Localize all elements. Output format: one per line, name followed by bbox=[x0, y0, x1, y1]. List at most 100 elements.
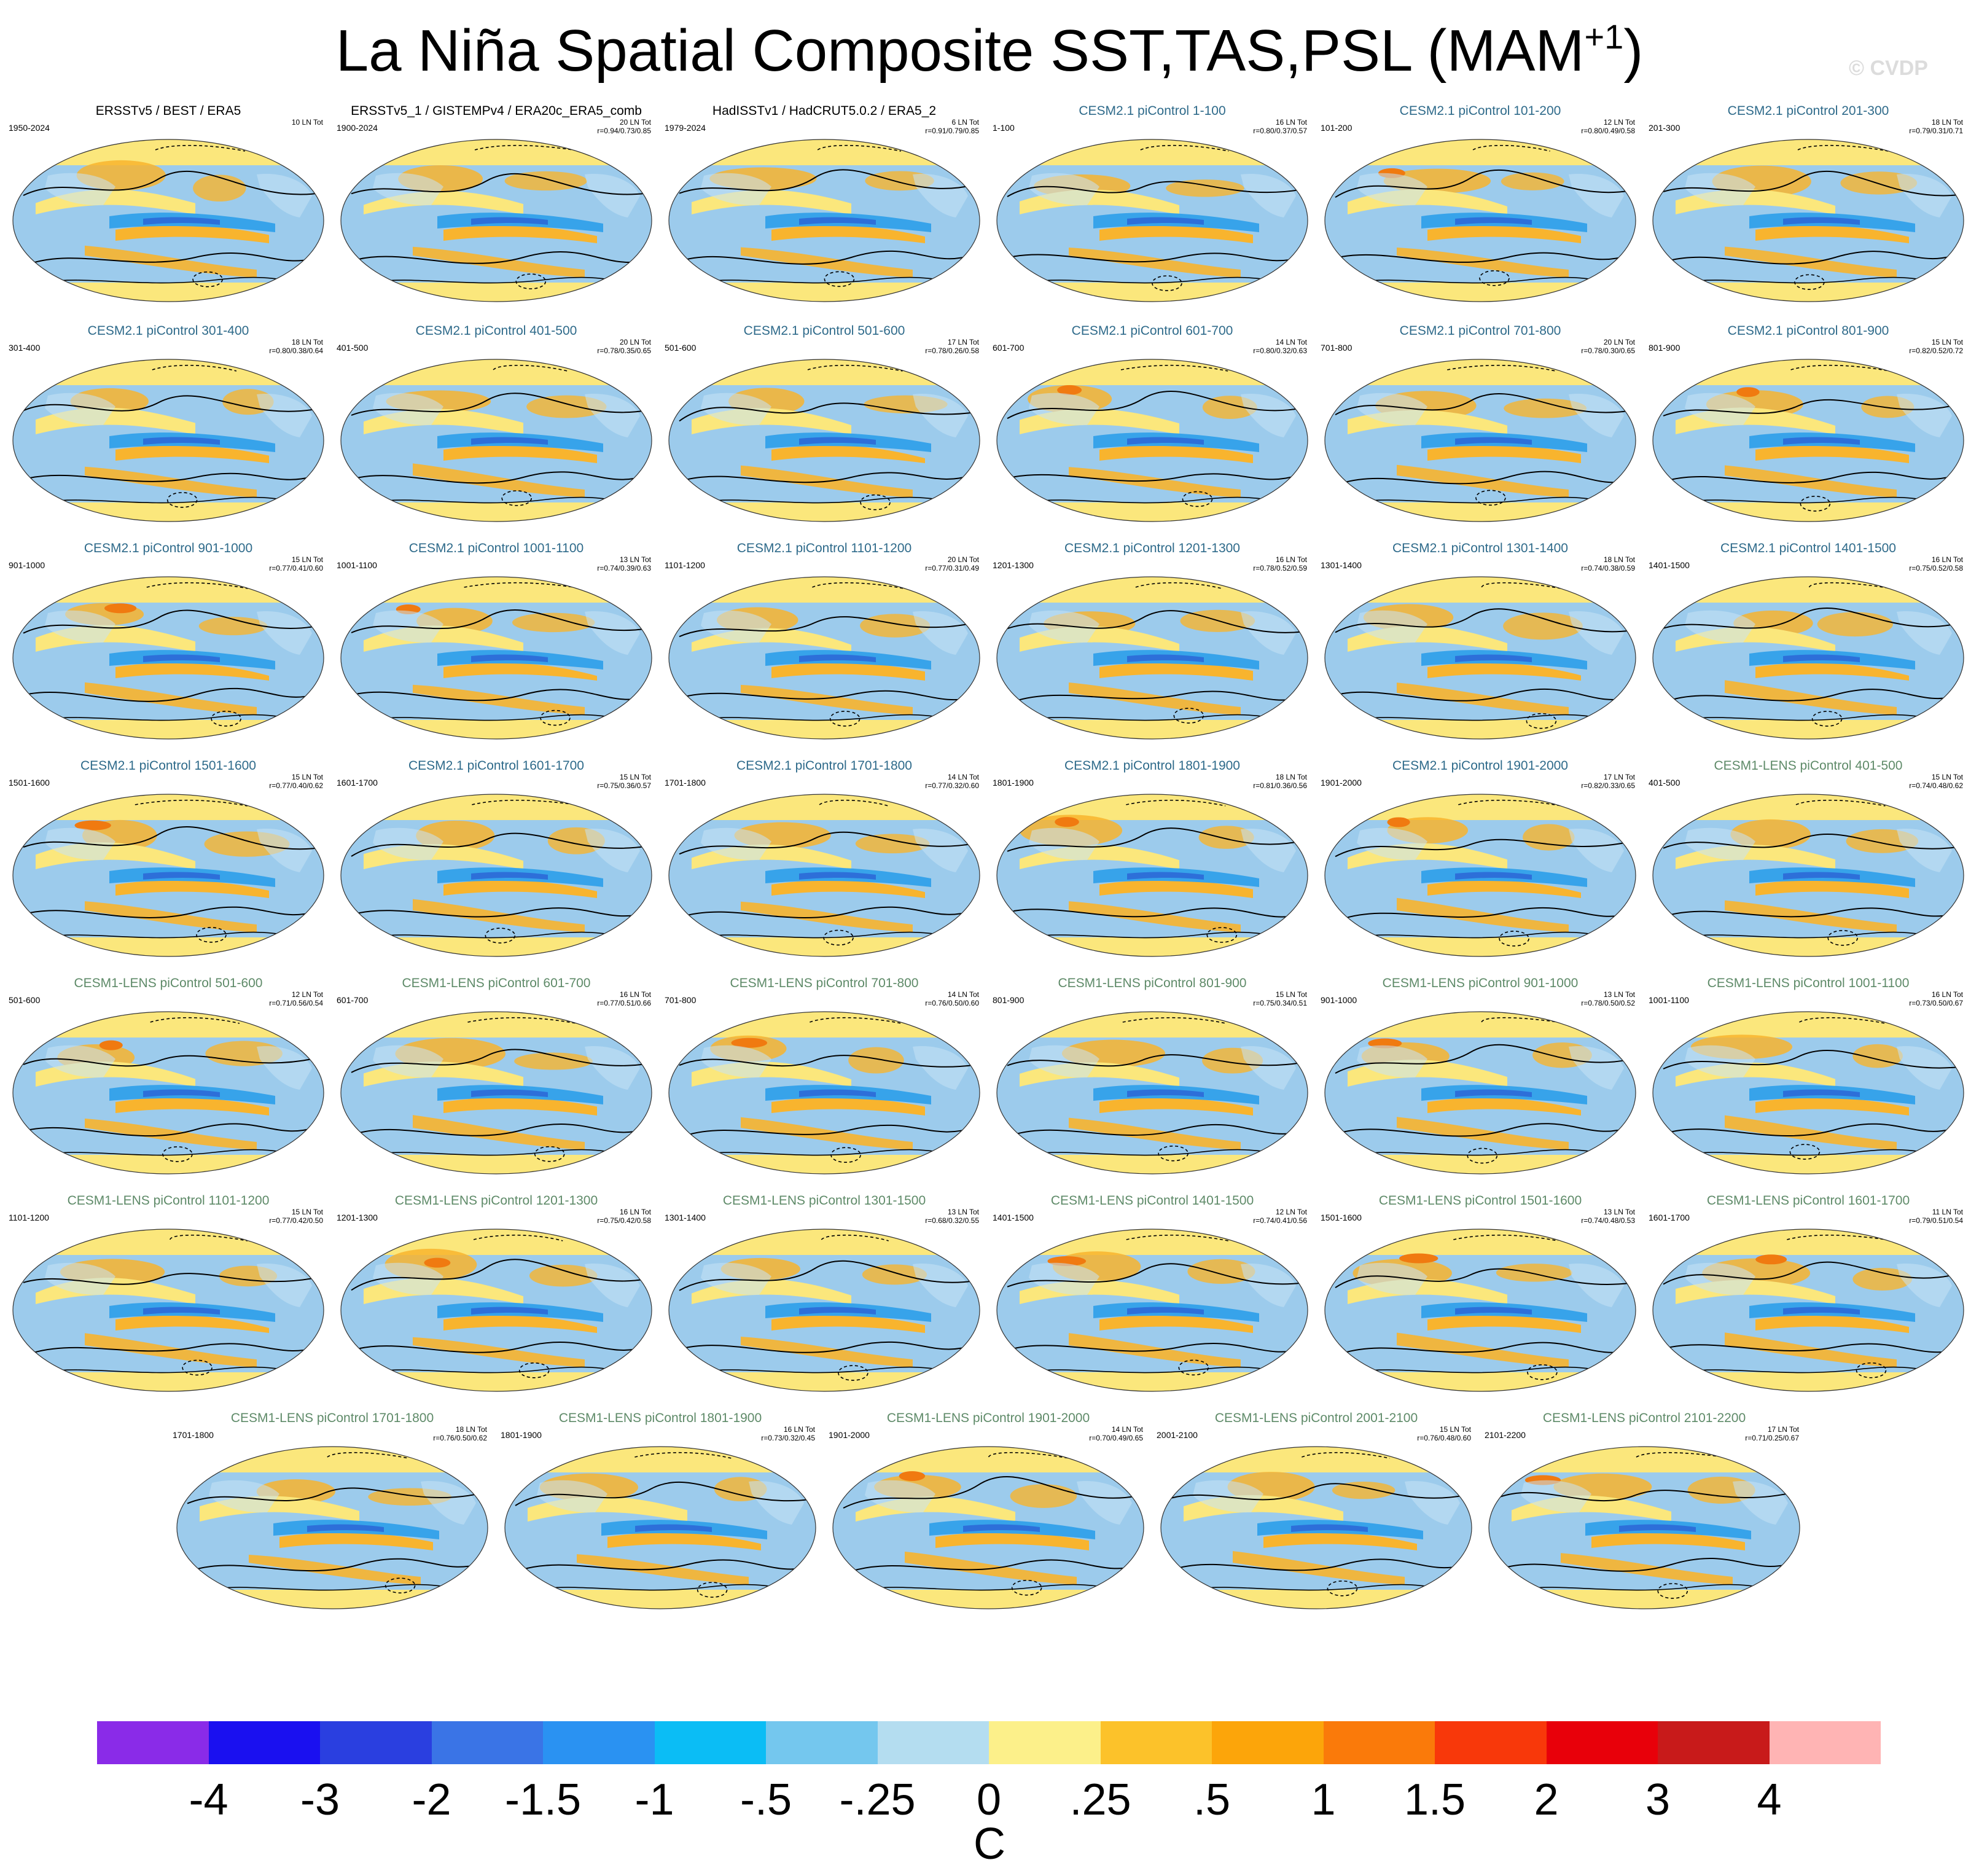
colorbar-swatch bbox=[320, 1721, 432, 1764]
event-count: 17 LN Tot bbox=[947, 338, 979, 346]
colorbar-tick-label: -.25 bbox=[839, 1775, 916, 1824]
panel-stats: 11 LN Tot r=0.79/0.51/0.54 bbox=[1909, 1208, 1963, 1225]
panel-stats: 15 LN Tot r=0.75/0.34/0.51 bbox=[1253, 990, 1307, 1007]
panel-period: 1950-2024 bbox=[9, 123, 50, 133]
panel-period: 601-700 bbox=[337, 995, 369, 1005]
event-count: 18 LN Tot bbox=[455, 1425, 487, 1434]
panel-title: CESM1-LENS piControl 901-1000 bbox=[1382, 976, 1579, 990]
panel-period: 1601-1700 bbox=[337, 778, 378, 788]
pattern-correlation: r=0.80/0.49/0.58 bbox=[1581, 127, 1635, 135]
colorbar-swatch bbox=[1435, 1721, 1547, 1764]
panel-title: CESM1-LENS piControl 601-700 bbox=[402, 976, 591, 990]
event-count: 15 LN Tot bbox=[1931, 773, 1963, 781]
map-panel: CESM2.1 piControl 1501-1600 1501-1600 15… bbox=[6, 758, 330, 964]
event-count: 14 LN Tot bbox=[1275, 338, 1307, 346]
colorbar-swatch bbox=[431, 1721, 543, 1764]
panel-stats: 13 LN Tot r=0.74/0.39/0.63 bbox=[597, 555, 651, 573]
panel-stats: 16 LN Tot r=0.73/0.32/0.45 bbox=[761, 1425, 815, 1442]
panel-stats: 13 LN Tot r=0.78/0.50/0.52 bbox=[1581, 990, 1635, 1007]
map-panel: CESM1-LENS piControl 801-900 801-900 15 … bbox=[990, 975, 1314, 1181]
colorbar-tick-label: -1.5 bbox=[504, 1775, 582, 1824]
map-panel: HadISSTv1 / HadCRUT5.0.2 / ERA5_2 1979-2… bbox=[662, 103, 986, 309]
panel-stats: 16 LN Tot r=0.75/0.52/0.58 bbox=[1909, 555, 1963, 573]
map-panel: CESM1-LENS piControl 1501-1600 1501-1600… bbox=[1318, 1193, 1642, 1399]
pattern-correlation: r=0.74/0.38/0.59 bbox=[1581, 564, 1635, 573]
panel-title: CESM2.1 piControl 901-1000 bbox=[84, 541, 253, 555]
pattern-correlation: r=0.75/0.52/0.58 bbox=[1909, 564, 1963, 573]
pattern-correlation: r=0.91/0.79/0.85 bbox=[925, 127, 979, 135]
panel-period: 501-600 bbox=[9, 995, 41, 1005]
cvdp-watermark: © CVDP bbox=[1849, 57, 1928, 80]
map-panel: CESM2.1 piControl 1-100 1-100 16 LN Tot … bbox=[990, 103, 1314, 309]
panel-period: 1001-1100 bbox=[337, 560, 377, 570]
panel-stats: 14 LN Tot r=0.70/0.49/0.65 bbox=[1089, 1425, 1143, 1442]
map-panel: CESM1-LENS piControl 1601-1700 1601-1700… bbox=[1646, 1193, 1970, 1399]
panel-period: 1301-1400 bbox=[665, 1213, 706, 1222]
event-count: 14 LN Tot bbox=[947, 773, 979, 781]
panel-title: CESM1-LENS piControl 1601-1700 bbox=[1706, 1194, 1910, 1208]
panel-period: 1201-1300 bbox=[337, 1213, 378, 1222]
panel-stats: 12 LN Tot r=0.74/0.41/0.56 bbox=[1253, 1208, 1307, 1225]
panel-title: CESM2.1 piControl 801-900 bbox=[1727, 324, 1889, 338]
map-panel: CESM1-LENS piControl 601-700 601-700 16 … bbox=[334, 975, 658, 1181]
pattern-correlation: r=0.81/0.36/0.56 bbox=[1253, 781, 1307, 790]
map-panel: CESM2.1 piControl 401-500 401-500 20 LN … bbox=[334, 323, 658, 529]
colorbar-tick-label: 2 bbox=[1534, 1775, 1559, 1824]
panel-stats: 16 LN Tot r=0.75/0.42/0.58 bbox=[597, 1208, 651, 1225]
panel-stats: 14 LN Tot r=0.76/0.50/0.60 bbox=[925, 990, 979, 1007]
pattern-correlation: r=0.77/0.42/0.50 bbox=[269, 1216, 323, 1225]
event-count: 15 LN Tot bbox=[1275, 990, 1307, 999]
pattern-correlation: r=0.76/0.50/0.62 bbox=[433, 1434, 487, 1442]
panel-title: CESM1-LENS piControl 2101-2200 bbox=[1542, 1411, 1746, 1425]
panel-period: 901-1000 bbox=[1321, 995, 1357, 1005]
colorbar-swatch bbox=[877, 1721, 989, 1764]
colorbar bbox=[97, 1721, 1881, 1764]
panel-period: 1501-1600 bbox=[9, 778, 50, 788]
panel-stats: 18 LN Tot r=0.81/0.36/0.56 bbox=[1253, 773, 1307, 790]
colorbar-tick-label: 4 bbox=[1757, 1775, 1782, 1824]
panel-stats: 16 LN Tot r=0.78/0.52/0.59 bbox=[1253, 555, 1307, 573]
panel-title: CESM2.1 piControl 1801-1900 bbox=[1064, 759, 1240, 773]
map-panel: CESM2.1 piControl 701-800 701-800 20 LN … bbox=[1318, 323, 1642, 529]
pattern-correlation: r=0.75/0.36/0.57 bbox=[597, 781, 651, 790]
colorbar-swatch bbox=[1658, 1721, 1770, 1764]
pattern-correlation: r=0.70/0.49/0.65 bbox=[1089, 1434, 1143, 1442]
pattern-correlation: r=0.79/0.31/0.71 bbox=[1909, 127, 1963, 135]
pattern-correlation: r=0.71/0.56/0.54 bbox=[269, 999, 323, 1007]
panel-period: 1801-1900 bbox=[993, 778, 1034, 788]
panel-title: CESM2.1 piControl 1701-1800 bbox=[736, 759, 912, 773]
map-panel: CESM2.1 piControl 1701-1800 1701-1800 14… bbox=[662, 758, 986, 964]
map-panel: CESM2.1 piControl 901-1000 901-1000 15 L… bbox=[6, 541, 330, 746]
panel-title: CESM1-LENS piControl 401-500 bbox=[1714, 759, 1903, 773]
panel-stats: 18 LN Tot r=0.76/0.50/0.62 bbox=[433, 1425, 487, 1442]
panel-period: 2101-2200 bbox=[1485, 1430, 1526, 1440]
panel-stats: 15 LN Tot r=0.77/0.41/0.60 bbox=[269, 555, 323, 573]
panel-stats: 20 LN Tot r=0.94/0.73/0.85 bbox=[597, 118, 651, 135]
pattern-correlation: r=0.78/0.52/0.59 bbox=[1253, 564, 1307, 573]
colorbar-tick-label: .5 bbox=[1193, 1775, 1231, 1824]
colorbar-tick-label: 3 bbox=[1645, 1775, 1671, 1824]
panel-period: 1979-2024 bbox=[665, 123, 706, 133]
pattern-correlation: r=0.94/0.73/0.85 bbox=[597, 127, 651, 135]
map-panel: CESM1-LENS piControl 901-1000 901-1000 1… bbox=[1318, 975, 1642, 1181]
event-count: 14 LN Tot bbox=[947, 990, 979, 999]
panel-period: 1101-1200 bbox=[665, 560, 705, 570]
panel-period: 1701-1800 bbox=[173, 1430, 214, 1440]
panel-stats: 15 LN Tot r=0.77/0.42/0.50 bbox=[269, 1208, 323, 1225]
panel-title: CESM2.1 piControl 501-600 bbox=[743, 324, 905, 338]
colorbar-tick-label: -2 bbox=[412, 1775, 451, 1824]
event-count: 18 LN Tot bbox=[1931, 118, 1963, 127]
pattern-correlation: r=0.76/0.48/0.60 bbox=[1417, 1434, 1471, 1442]
map-panel: CESM2.1 piControl 1301-1400 1301-1400 18… bbox=[1318, 541, 1642, 746]
pattern-correlation: r=0.77/0.32/0.60 bbox=[925, 781, 979, 790]
colorbar-tick-label: 1 bbox=[1311, 1775, 1336, 1824]
event-count: 17 LN Tot bbox=[1767, 1425, 1799, 1434]
colorbar-tick-label: -4 bbox=[189, 1775, 228, 1824]
colorbar-tick-label: -1 bbox=[634, 1775, 674, 1824]
pattern-correlation: r=0.68/0.32/0.55 bbox=[925, 1216, 979, 1225]
colorbar-tick-label: .25 bbox=[1069, 1775, 1131, 1824]
panel-title: CESM2.1 piControl 301-400 bbox=[87, 324, 249, 338]
panel-title: CESM1-LENS piControl 1501-1600 bbox=[1378, 1194, 1582, 1208]
map-panel: CESM2.1 piControl 1101-1200 1101-1200 20… bbox=[662, 541, 986, 746]
event-count: 12 LN Tot bbox=[291, 990, 323, 999]
